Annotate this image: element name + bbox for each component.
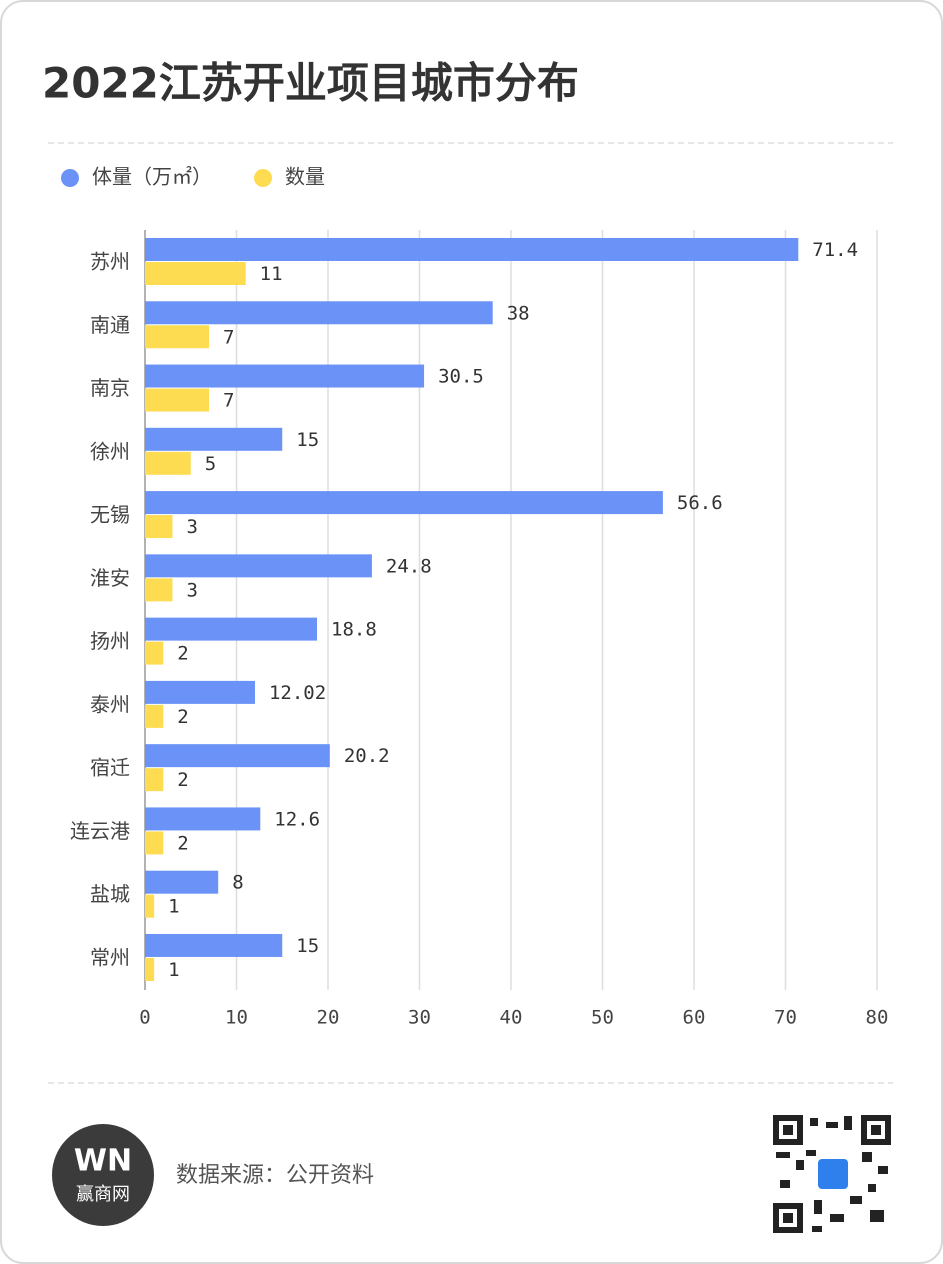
source: 数据来源：公开资料 — [176, 1163, 374, 1188]
y-tick-label: 常州 — [90, 945, 130, 969]
x-tick-label: 70 — [774, 1007, 797, 1029]
y-tick-label: 盐城 — [90, 882, 130, 906]
value-label: 11 — [260, 263, 283, 285]
bar — [145, 870, 219, 894]
value-label: 56.6 — [677, 492, 723, 514]
value-label: 38 — [507, 302, 530, 324]
bar — [145, 325, 210, 349]
value-label: 30.5 — [438, 366, 484, 388]
bar — [145, 704, 164, 728]
bar — [145, 301, 493, 325]
bar — [145, 957, 155, 981]
bar — [145, 933, 283, 957]
value-label: 8 — [232, 872, 243, 894]
bar — [145, 807, 261, 831]
bar — [145, 388, 210, 412]
bar — [145, 554, 372, 578]
bar — [145, 768, 164, 792]
bar — [145, 680, 255, 704]
bar — [145, 578, 173, 602]
bar — [145, 894, 155, 918]
x-tick-label: 30 — [408, 1007, 431, 1029]
value-label: 71.4 — [812, 239, 858, 261]
bar — [145, 831, 164, 855]
value-label: 2 — [177, 769, 188, 791]
y-tick-label: 泰州 — [90, 692, 130, 716]
value-label: 20.2 — [344, 745, 390, 767]
x-tick-label: 60 — [683, 1007, 706, 1029]
bar — [145, 262, 246, 285]
value-label: 15 — [296, 429, 319, 451]
logo-text: 赢商网 — [76, 1183, 130, 1205]
value-label: 2 — [177, 706, 188, 728]
chart-title: 2022江苏开业项目城市分布 — [42, 59, 579, 108]
y-tick-label: 扬州 — [90, 629, 130, 653]
value-label: 18.8 — [331, 619, 377, 641]
value-label: 1 — [168, 959, 179, 981]
legend-label: 体量（万㎡） — [92, 165, 212, 189]
y-tick-label: 淮安 — [90, 566, 130, 590]
x-tick-label: 20 — [317, 1007, 340, 1029]
value-label: 12.02 — [269, 682, 326, 704]
y-tick-label: 宿迁 — [90, 756, 130, 780]
bar — [145, 364, 425, 388]
bar — [145, 238, 799, 261]
value-label: 24.8 — [386, 555, 432, 577]
value-label: 1 — [168, 896, 179, 918]
x-tick-label: 10 — [225, 1007, 248, 1029]
value-label: 5 — [205, 453, 216, 475]
legend-label: 数量 — [285, 165, 325, 189]
y-tick-label: 无锡 — [90, 503, 130, 527]
value-label: 15 — [296, 935, 319, 957]
value-label: 3 — [186, 516, 197, 538]
x-tick-label: 40 — [500, 1007, 523, 1029]
y-tick-label: 南通 — [90, 313, 130, 337]
x-tick-label: 80 — [866, 1007, 889, 1029]
bar — [145, 641, 164, 665]
qr-code — [773, 1115, 891, 1233]
bar — [145, 427, 283, 451]
value-label: 2 — [177, 832, 188, 854]
value-label: 2 — [177, 643, 188, 665]
y-tick-label: 连云港 — [70, 819, 130, 843]
bar — [145, 451, 191, 475]
logo-mark: WN — [74, 1144, 132, 1179]
legend-marker — [61, 169, 79, 187]
y-tick-label: 苏州 — [90, 250, 130, 274]
bar — [145, 617, 318, 641]
value-label: 7 — [223, 326, 234, 348]
value-label: 12.6 — [274, 808, 320, 830]
bar — [145, 491, 663, 515]
bar — [145, 515, 173, 539]
x-tick-label: 50 — [591, 1007, 614, 1029]
legend-marker — [254, 169, 272, 187]
x-tick-label: 0 — [139, 1007, 150, 1029]
logo — [52, 1124, 154, 1226]
bar — [145, 744, 330, 768]
y-tick-label: 南京 — [90, 376, 130, 400]
value-label: 3 — [186, 579, 197, 601]
y-tick-label: 徐州 — [90, 439, 130, 463]
value-label: 7 — [223, 390, 234, 412]
